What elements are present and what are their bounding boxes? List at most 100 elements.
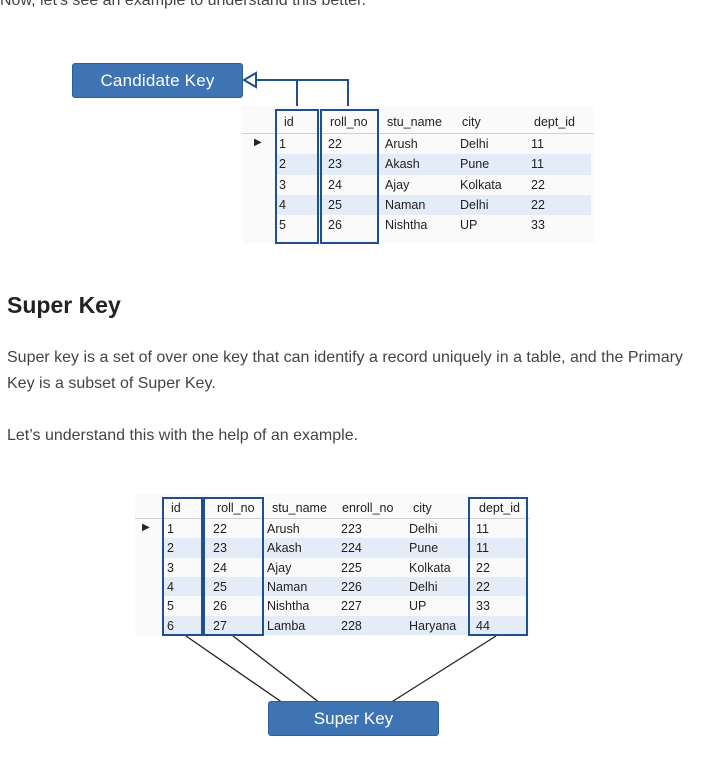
super-cell-stu-name: Naman [267, 579, 308, 594]
super-cell-city: Delhi [409, 579, 438, 594]
super-header-stu-name: stu_name [272, 501, 327, 515]
candidate-cell-dept-id: 11 [531, 157, 544, 172]
super-cell-city: Kolkata [409, 560, 451, 575]
super-row-highlight [164, 538, 527, 558]
candidate-header-dept-id: dept_id [534, 115, 576, 129]
candidate-cell-stu-name: Nishtha [385, 218, 428, 233]
super-key-line-dept-id [389, 635, 497, 704]
candidate-row-highlight [276, 194, 591, 216]
super-cell-stu-name: Nishtha [267, 599, 310, 614]
candidate-cell-dept-id: 22 [531, 197, 545, 212]
super-cell-id: 3 [167, 560, 174, 575]
candidate-cell-stu-name: Naman [385, 197, 426, 212]
candidate-cell-id: 3 [279, 177, 286, 192]
candidate-current-row-marker: ▶ [254, 137, 262, 148]
super-cell-city: Pune [409, 541, 439, 556]
candidate-id-column-box [275, 109, 319, 244]
candidate-roll-no-column-box [320, 109, 379, 244]
candidate-row-highlight [276, 154, 591, 175]
super-cell-stu-name: Arush [267, 522, 300, 536]
candidate-cell-roll-no: 22 [328, 137, 342, 151]
candidate-cell-stu-name: Arush [385, 137, 418, 151]
super-cell-enroll-no: 224 [341, 541, 362, 556]
example-intro-paragraph: Let’s understand this with the help of a… [7, 427, 359, 444]
super-cell-dept-id: 11 [476, 522, 489, 536]
super-cell-id: 1 [167, 522, 174, 536]
candidate-cell-dept-id: 22 [531, 177, 545, 192]
super-cell-city: Delhi [409, 522, 438, 536]
candidate-key-arrowhead [242, 71, 257, 89]
candidate-cell-city: Delhi [460, 197, 489, 212]
super-cell-enroll-no: 228 [341, 618, 362, 633]
candidate-key-badge: Candidate Key [72, 63, 243, 98]
candidate-cell-dept-id: 33 [531, 218, 545, 233]
super-current-row-marker: ▶ [142, 522, 150, 533]
candidate-cell-stu-name: Akash [385, 157, 420, 172]
candidate-header-id: id [284, 115, 294, 129]
super-header-dept-id: dept_id [479, 501, 521, 515]
super-cell-roll-no: 23 [213, 541, 227, 556]
candidate-cell-id: 4 [279, 197, 286, 212]
super-roll-no-column-box [203, 497, 264, 636]
super-key-badge-label: Super Key [313, 708, 394, 728]
super-cell-enroll-no: 223 [341, 522, 362, 536]
super-cell-enroll-no: 227 [341, 599, 362, 614]
super-cell-stu-name: Ajay [267, 560, 292, 575]
super-cell-dept-id: 22 [476, 560, 490, 575]
super-key-line-roll-no [232, 635, 321, 704]
super-header-divider [135, 518, 530, 519]
super-key-heading: Super Key [7, 292, 121, 318]
super-cell-city: UP [409, 599, 427, 614]
candidate-cell-stu-name: Ajay [385, 177, 410, 192]
candidate-key-table: id roll_no stu_name city dept_id ▶ 1 22 Arush Del… [242, 106, 594, 244]
candidate-cell-roll-no: 24 [328, 177, 342, 192]
candidate-cell-id: 1 [279, 137, 286, 151]
super-id-column-box [162, 497, 203, 636]
super-cell-city: Haryana [409, 618, 457, 633]
candidate-key-badge-label: Candidate Key [100, 70, 215, 90]
super-row-highlight [164, 576, 527, 597]
candidate-header-stu-name: stu_name [387, 115, 442, 129]
super-cell-enroll-no: 225 [341, 560, 362, 575]
super-key-line-id [185, 635, 284, 704]
super-key-table: id roll_no stu_name enroll_no city dept_id ▶ 1 2… [135, 494, 530, 636]
super-cell-dept-id: 11 [476, 541, 489, 556]
super-cell-id: 6 [167, 618, 174, 633]
candidate-cell-roll-no: 23 [328, 157, 342, 172]
super-cell-roll-no: 24 [213, 560, 227, 575]
super-cell-id: 5 [167, 599, 174, 614]
super-cell-enroll-no: 226 [341, 579, 362, 594]
candidate-cell-roll-no: 26 [328, 218, 342, 233]
super-header-roll-no: roll_no [217, 501, 255, 515]
candidate-cell-roll-no: 25 [328, 197, 342, 212]
candidate-header-roll-no: roll_no [330, 115, 368, 129]
super-cell-stu-name: Akash [267, 541, 302, 556]
candidate-cell-id: 2 [279, 157, 286, 172]
super-cell-dept-id: 33 [476, 599, 490, 614]
candidate-cell-city: UP [460, 218, 478, 233]
super-cell-id: 2 [167, 541, 174, 556]
candidate-cell-city: Pune [460, 157, 490, 172]
candidate-cell-city: Delhi [460, 137, 489, 151]
cut-off-text-line: Now, let's see an example to understand … [0, 0, 366, 9]
super-cell-stu-name: Lamba [267, 618, 306, 633]
super-cell-roll-no: 27 [213, 618, 227, 633]
super-dept-id-column-box [468, 497, 528, 636]
super-row-highlight [164, 615, 527, 635]
candidate-header-city: city [462, 115, 481, 129]
candidate-header-divider [242, 133, 594, 134]
candidate-cell-dept-id: 11 [531, 137, 544, 151]
candidate-cell-id: 5 [279, 218, 286, 233]
super-cell-dept-id: 22 [476, 579, 490, 594]
candidate-cell-city: Kolkata [460, 177, 502, 192]
super-cell-roll-no: 26 [213, 599, 227, 614]
super-cell-id: 4 [167, 579, 174, 594]
super-header-enroll-no: enroll_no [342, 501, 394, 515]
super-cell-roll-no: 25 [213, 579, 227, 594]
super-header-id: id [171, 501, 181, 515]
super-cell-dept-id: 44 [476, 618, 490, 633]
super-key-badge: Super Key [268, 701, 439, 736]
super-key-paragraph: Super key is a set of over one key that … [7, 349, 683, 392]
super-cell-roll-no: 22 [213, 522, 227, 536]
super-header-city: city [413, 501, 432, 515]
